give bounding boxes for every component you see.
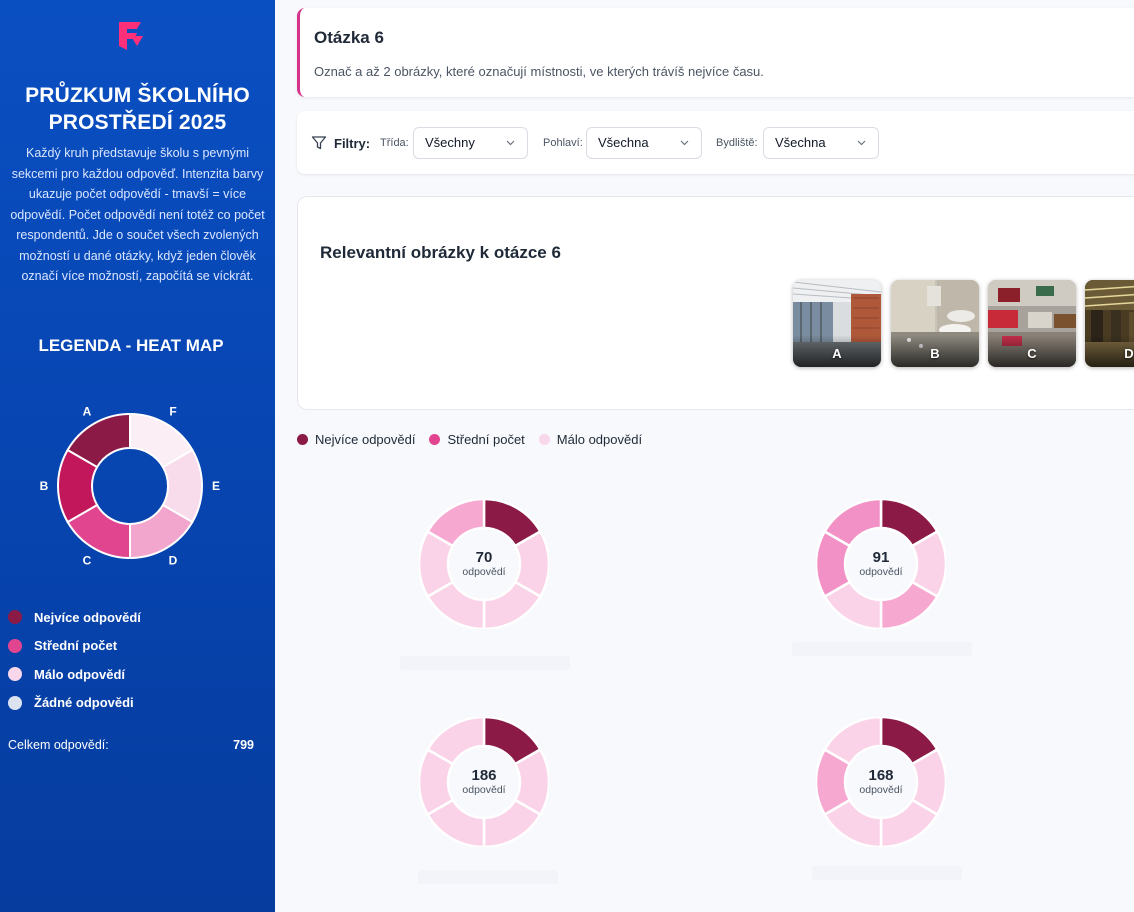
legend-item-label: Málo odpovědí <box>34 666 125 682</box>
donut-segment <box>426 497 486 548</box>
donut-center: 91 odpovědí <box>816 499 946 629</box>
gender-select[interactable]: Všechna <box>586 127 702 159</box>
donut-count: 186 <box>471 766 497 784</box>
legend-item: Střední počet <box>8 632 268 661</box>
legend-item: Žádné odpovědi <box>8 689 268 718</box>
residence-select-value: Všechna <box>775 135 826 150</box>
donut-segment <box>823 497 883 548</box>
chevron-down-icon <box>506 140 515 146</box>
residence-filter-label: Bydliště: <box>716 137 758 149</box>
main-legend-item: Nejvíce odpovědí <box>297 432 415 447</box>
legend-color-dot <box>8 695 22 710</box>
chevron-down-icon <box>680 140 689 146</box>
donut-center: 186 odpovědí <box>419 717 549 847</box>
class-filter-label: Třída: <box>380 137 409 149</box>
sidebar-description: Každý kruh představuje školu s pevnými s… <box>10 146 265 283</box>
legend-item-label: Střední počet <box>34 638 118 654</box>
image-label: B <box>930 346 940 361</box>
school-donut[interactable]: 168 odpovědí <box>814 715 948 849</box>
donut-center: 168 odpovědí <box>816 717 946 847</box>
legend-segment-letter: E <box>212 479 220 493</box>
image-label: C <box>1027 346 1037 361</box>
main-legend-item: Málo odpovědí <box>538 432 643 447</box>
class-select-value: Všechny <box>425 135 475 150</box>
donut-segment <box>66 412 131 469</box>
legend-donut: F E D C B A <box>40 405 220 568</box>
chevron-down-icon <box>857 140 866 146</box>
images-title: Relevantní obrázky k otázce 6 <box>320 243 561 262</box>
donut-center: 70 odpovědí <box>419 499 549 629</box>
question-text: Označ a až 2 obrázky, které označují mís… <box>314 64 764 79</box>
main-legend-item: Střední počet <box>429 432 525 447</box>
donut-count-label: odpovědí <box>859 783 903 796</box>
legend-title: LEGENDA - HEAT MAP <box>38 336 224 355</box>
legend-item-label: Nejvíce odpovědí <box>34 609 141 625</box>
image-thumb-d[interactable]: D <box>1085 280 1134 367</box>
main-legend-label: Nejvíce odpovědí <box>315 432 416 447</box>
question-title: Otázka 6 <box>314 28 384 47</box>
question-card: Otázka 6 Označ a až 2 obrázky, které ozn… <box>297 8 1134 97</box>
donut-count: 168 <box>868 766 894 784</box>
class-select[interactable]: Všechny <box>413 127 528 159</box>
legend-item-label: Žádné odpovědi <box>34 695 134 711</box>
legend-segment-letter: A <box>83 405 92 419</box>
image-thumb-c[interactable]: C <box>988 280 1076 367</box>
legend-segment-letter: F <box>169 405 176 419</box>
legend-color-dot <box>8 638 22 653</box>
school-donut[interactable]: 70 odpovědí <box>417 497 551 631</box>
gender-filter-label: Pohlaví: <box>543 137 583 149</box>
main-legend: Nejvíce odpovědí Střední počet Málo odpově… <box>297 432 642 447</box>
total-label: Celkem odpovědí: <box>8 738 109 752</box>
main-legend-label: Střední počet <box>447 432 525 447</box>
school-donut-chart <box>417 497 551 631</box>
legend-list: Nejvíce odpovědí Střední počet Málo odpově… <box>8 603 268 717</box>
school-label-placeholder <box>812 866 962 880</box>
donut-count-label: odpovědí <box>462 565 506 578</box>
gender-select-value: Všechna <box>598 135 649 150</box>
filter-icon <box>311 136 327 150</box>
donut-segment <box>823 715 883 766</box>
school-donut-chart <box>814 715 948 849</box>
image-label: A <box>832 346 842 361</box>
legend-color-dot <box>538 434 550 445</box>
total-value: 799 <box>233 738 254 752</box>
image-thumb-a[interactable]: A <box>793 280 881 367</box>
sidebar-title: PRŮZKUM ŠKOLNÍHO PROSTŘEDÍ 2025 <box>25 84 250 134</box>
legend-item: Nejvíce odpovědí <box>8 603 268 632</box>
school-donut-chart <box>814 497 948 631</box>
filters-label: Filtry: <box>334 136 371 151</box>
sidebar: PRŮZKUM ŠKOLNÍHO PROSTŘEDÍ 2025 Každý kr… <box>0 0 275 912</box>
legend-color-dot <box>8 610 22 625</box>
main-legend-label: Málo odpovědí <box>556 432 643 447</box>
legend-color-dot <box>8 667 22 682</box>
legend-segment-letter: B <box>40 479 49 493</box>
legend-segment-letter: D <box>169 553 178 567</box>
legend-item: Málo odpovědí <box>8 660 268 689</box>
school-label-placeholder <box>792 642 972 656</box>
legend-segment-letter: C <box>83 553 92 567</box>
school-donut[interactable]: 91 odpovědí <box>814 497 948 631</box>
school-label-placeholder <box>400 656 570 670</box>
school-label-placeholder <box>418 870 558 884</box>
donut-count: 70 <box>475 548 493 566</box>
brand-logo-icon <box>119 22 143 50</box>
image-thumb-b[interactable]: B <box>891 280 979 367</box>
school-donut-chart <box>417 715 551 849</box>
filters-bar: Filtry: Třída: Všechny Pohlaví: Všechna … <box>297 111 1134 174</box>
residence-select[interactable]: Všechna <box>763 127 879 159</box>
legend-color-dot <box>429 434 441 445</box>
donut-count-label: odpovědí <box>859 565 903 578</box>
legend-color-dot <box>297 434 308 445</box>
donut-count-label: odpovědí <box>462 783 506 796</box>
total-row: Celkem odpovědí: 799 <box>8 738 254 752</box>
donut-count: 91 <box>872 548 890 566</box>
images-card: Relevantní obrázky k otázce 6 A B <box>297 196 1134 410</box>
school-donut[interactable]: 186 odpovědí <box>417 715 551 849</box>
image-label: D <box>1124 346 1134 361</box>
donut-segment <box>426 715 486 766</box>
